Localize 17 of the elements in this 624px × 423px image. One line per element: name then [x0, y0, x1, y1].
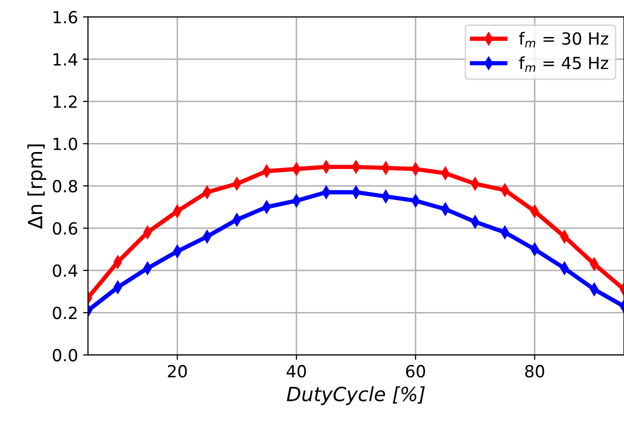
x-tick-label: 60 [406, 364, 426, 378]
x-tick-label: 20 [168, 364, 187, 378]
y-tick-label: 0.8 [52, 180, 78, 192]
x-tick-label: 40 [286, 364, 306, 378]
x-axis-title: DutyCycle [%] [286, 386, 425, 406]
y-tick-label: 0.6 [52, 222, 78, 235]
y-tick-label: 0.4 [52, 264, 78, 277]
y-tick-label: 1.6 [54, 10, 78, 24]
y-tick-label: 0.0 [52, 348, 78, 362]
y-tick-label: 1.0 [54, 138, 78, 150]
legend-label: f$_{m}$ = 30 Hz [519, 32, 608, 48]
y-tick-label: 1.4 [54, 53, 78, 66]
x-tick-label: 80 [525, 364, 544, 378]
y-tick-label: 1.2 [54, 95, 77, 108]
y-axis-title: Δn [rpm] [27, 144, 46, 229]
legend-label: f$_{m}$ = 45 Hz [519, 56, 608, 72]
y-tick-label: 0.2 [52, 306, 77, 320]
